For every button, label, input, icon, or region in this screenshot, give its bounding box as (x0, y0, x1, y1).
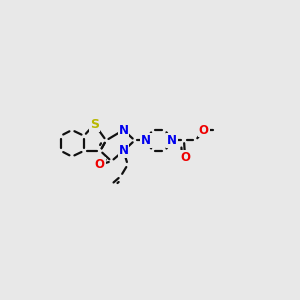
Text: N: N (167, 134, 177, 147)
Text: S: S (90, 118, 99, 131)
Text: N: N (118, 144, 128, 157)
Text: O: O (180, 151, 190, 164)
Text: N: N (118, 124, 128, 136)
Text: O: O (199, 124, 209, 136)
Text: O: O (95, 158, 105, 171)
Text: N: N (141, 134, 151, 147)
